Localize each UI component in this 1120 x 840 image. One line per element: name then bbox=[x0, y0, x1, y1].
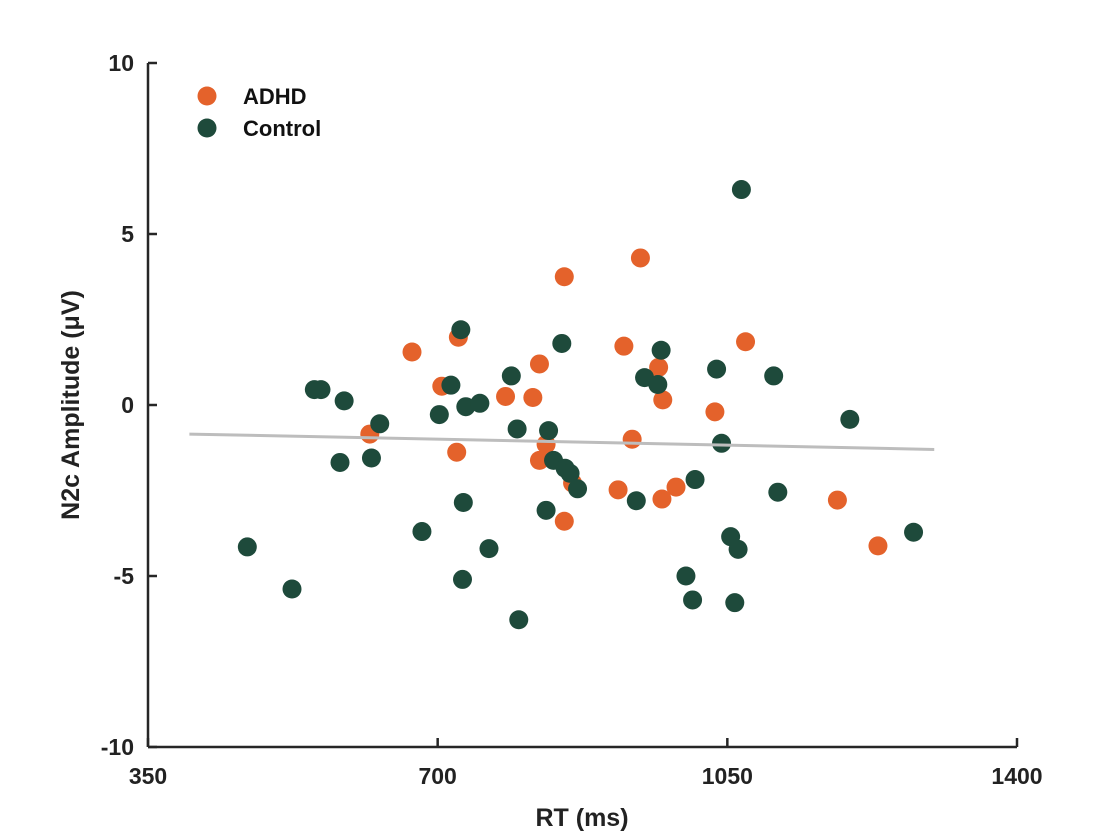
data-point-control bbox=[311, 380, 331, 400]
data-point-adhd bbox=[608, 480, 628, 500]
data-point-control bbox=[840, 409, 860, 429]
data-point-adhd bbox=[649, 357, 669, 377]
y-tick-label: 0 bbox=[121, 392, 134, 418]
data-point-control bbox=[536, 500, 556, 520]
data-point-adhd bbox=[529, 450, 549, 470]
data-point-control bbox=[330, 452, 350, 472]
data-point-control bbox=[334, 391, 354, 411]
data-point-adhd bbox=[736, 332, 756, 352]
legend-label-control: Control bbox=[243, 116, 321, 141]
data-point-control bbox=[676, 566, 696, 586]
data-point-control bbox=[237, 537, 257, 557]
x-axis-title: RT (ms) bbox=[535, 804, 628, 832]
data-point-control bbox=[507, 419, 527, 439]
data-point-control bbox=[470, 393, 490, 413]
data-point-control bbox=[707, 359, 727, 379]
legend: ADHD Control bbox=[197, 84, 321, 141]
legend-label-adhd: ADHD bbox=[243, 84, 307, 109]
data-point-control bbox=[452, 569, 472, 589]
data-point-adhd bbox=[705, 402, 725, 422]
trend-line bbox=[189, 432, 935, 451]
data-point-control bbox=[501, 366, 521, 386]
y-tick-label: 5 bbox=[121, 221, 134, 247]
data-point-control bbox=[361, 448, 381, 468]
data-point-control bbox=[683, 590, 703, 610]
data-point-adhd bbox=[652, 489, 672, 509]
data-point-control bbox=[731, 180, 751, 200]
data-point-control bbox=[560, 463, 580, 483]
y-tick-label: 10 bbox=[108, 50, 134, 76]
data-point-control bbox=[768, 482, 788, 502]
data-point-adhd bbox=[496, 386, 516, 406]
data-point-control bbox=[552, 333, 572, 353]
x-tick-label: 700 bbox=[418, 763, 456, 789]
data-point-control bbox=[441, 375, 461, 395]
x-tick-label: 1050 bbox=[702, 763, 753, 789]
data-point-control bbox=[904, 522, 924, 542]
data-point-control bbox=[539, 421, 559, 441]
x-tick-label: 350 bbox=[129, 763, 167, 789]
data-points bbox=[237, 180, 924, 630]
data-point-control bbox=[453, 492, 473, 512]
data-point-adhd bbox=[827, 490, 847, 510]
data-point-adhd bbox=[630, 248, 650, 268]
data-point-control bbox=[429, 405, 449, 425]
data-point-control bbox=[412, 522, 432, 542]
data-point-control bbox=[626, 491, 646, 511]
legend-marker-adhd bbox=[197, 86, 217, 106]
data-point-control bbox=[509, 610, 529, 630]
y-axis-ticks: -10 -5 0 5 10 bbox=[101, 50, 157, 760]
data-point-control bbox=[648, 374, 668, 394]
data-point-adhd bbox=[614, 336, 634, 356]
data-point-control bbox=[764, 366, 784, 386]
y-axis-title: N2c Amplitude (μV) bbox=[57, 290, 85, 520]
data-point-adhd bbox=[554, 511, 574, 531]
y-tick-label: -10 bbox=[101, 734, 134, 760]
data-point-control bbox=[451, 320, 471, 340]
axes bbox=[146, 63, 1017, 749]
data-point-control bbox=[282, 579, 302, 599]
data-point-control bbox=[728, 539, 748, 559]
data-point-control bbox=[568, 479, 588, 499]
legend-marker-control bbox=[197, 118, 217, 138]
data-point-adhd bbox=[402, 342, 422, 362]
data-point-control bbox=[712, 433, 732, 453]
data-point-adhd bbox=[666, 477, 686, 497]
data-point-control bbox=[370, 414, 390, 434]
data-point-adhd bbox=[529, 354, 549, 374]
x-axis-ticks: 350 700 1050 1400 bbox=[129, 738, 1043, 789]
data-point-adhd bbox=[447, 442, 467, 462]
data-point-control bbox=[651, 340, 671, 360]
x-tick-label: 1400 bbox=[991, 763, 1042, 789]
data-point-adhd bbox=[523, 387, 543, 407]
data-point-control bbox=[479, 539, 499, 559]
data-point-adhd bbox=[554, 267, 574, 287]
data-point-adhd bbox=[653, 390, 673, 410]
data-point-adhd bbox=[622, 429, 642, 449]
data-point-adhd bbox=[868, 536, 888, 556]
data-point-control bbox=[685, 470, 705, 490]
y-tick-label: -5 bbox=[114, 563, 135, 589]
data-point-control bbox=[725, 593, 745, 613]
